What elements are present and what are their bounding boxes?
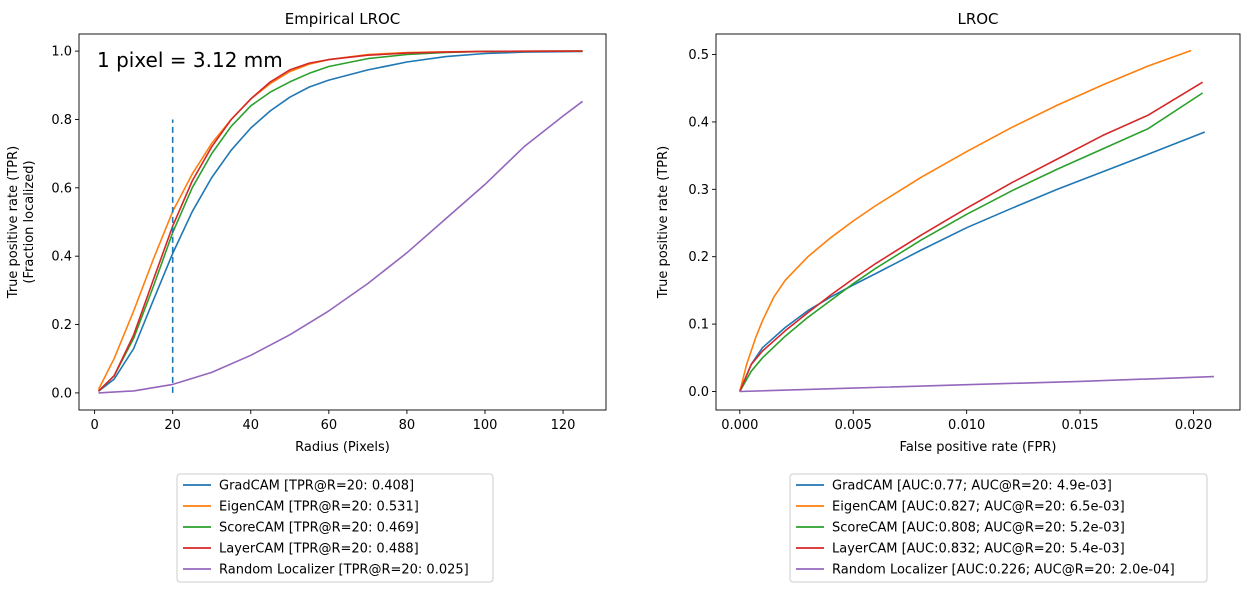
x-tick-label: 0.010 (948, 418, 985, 433)
legend-label: EigenCAM [TPR@R=20: 0.531] (219, 500, 419, 515)
series-line-5 (739, 375, 1214, 393)
plot-frame (78, 33, 607, 411)
x-tick-label: 120 (551, 418, 576, 433)
x-tick-label: 0.005 (835, 418, 872, 433)
chart-2: LROC 0.000 0.005 0.010 0.015 0.020 0.0 0.1 0.2 0.… (656, 10, 1241, 583)
plot-frame (715, 33, 1241, 411)
series-line-4 (739, 81, 1204, 392)
legend-label: Random Localizer [TPR@R=20: 0.025] (219, 563, 469, 578)
series-line-3 (739, 92, 1204, 392)
x-tick-label: 0.020 (1175, 418, 1212, 433)
y-tick-label: 0.4 (688, 115, 709, 130)
series-line-1 (739, 131, 1206, 392)
y-tick-label: 0.3 (688, 183, 709, 198)
x-axis-label: Radius (Pixels) (295, 440, 390, 455)
chart-title: Empirical LROC (285, 10, 401, 28)
x-tick-label: 80 (399, 418, 416, 433)
legend-box (176, 473, 494, 583)
y-tick-label: 0.2 (688, 250, 709, 265)
series-line-2 (97, 50, 583, 390)
y-tick-label: 0.4 (51, 250, 72, 265)
y-tick-label: 0.5 (688, 48, 709, 63)
legend-label: GradCAM [AUC:0.77; AUC@R=20: 4.9e-03] (832, 479, 1112, 494)
series-line-1 (98, 50, 583, 392)
x-axis-label: False positive rate (FPR) (900, 440, 1057, 455)
y-tick-label: 0.8 (51, 113, 72, 128)
x-tick-label: 0.015 (1061, 418, 1098, 433)
x-tick-label: 100 (473, 418, 498, 433)
x-tick-label: 0.000 (721, 418, 758, 433)
legend-label: EigenCAM [AUC:0.827; AUC@R=20: 6.5e-03] (832, 500, 1125, 515)
chart-title: LROC (957, 10, 998, 28)
pixel-scale-annotation: 1 pixel = 3.12 mm (97, 48, 283, 72)
legend-label: Random Localizer [AUC:0.226; AUC@R=20: 2… (832, 563, 1175, 578)
x-tick-label: 60 (321, 418, 338, 433)
x-tick-label: 20 (164, 418, 181, 433)
series-line-3 (97, 50, 583, 392)
y-tick-label: 0.0 (688, 385, 709, 400)
y-axis-label: True positive rate (TPR) (656, 146, 671, 299)
series-line-2 (739, 49, 1192, 392)
chart-1: Empirical LROC 1 pixel = 3.12 mm 0 20 40 60 80… (6, 10, 607, 583)
y-axis-label: (Fraction localized) (22, 160, 37, 283)
legend-label: GradCAM [TPR@R=20: 0.408] (219, 479, 414, 494)
x-tick-label: 40 (242, 418, 259, 433)
legend: GradCAM [TPR@R=20: 0.408] EigenCAM [TPR@R… (176, 473, 494, 583)
y-tick-label: 1.0 (51, 45, 72, 60)
series-line-5 (98, 100, 584, 394)
y-tick-label: 0.2 (51, 318, 72, 333)
y-tick-label: 0.1 (688, 318, 709, 333)
y-tick-label: 0.0 (51, 386, 72, 401)
legend-box (789, 473, 1208, 583)
legend-label: ScoreCAM [TPR@R=20: 0.469] (219, 521, 419, 536)
legend-label: LayerCAM [TPR@R=20: 0.488] (219, 542, 419, 557)
legend-label: ScoreCAM [AUC:0.808; AUC@R=20: 5.2e-03] (832, 521, 1125, 536)
y-tick-label: 0.6 (51, 181, 72, 196)
legend: GradCAM [AUC:0.77; AUC@R=20: 4.9e-03] Eig… (789, 473, 1208, 583)
legend-label: LayerCAM [AUC:0.832; AUC@R=20: 5.4e-03] (832, 542, 1125, 557)
series-line-4 (97, 50, 583, 392)
x-tick-label: 0 (90, 418, 98, 433)
y-axis-label: True positive rate (TPR) (6, 146, 21, 299)
